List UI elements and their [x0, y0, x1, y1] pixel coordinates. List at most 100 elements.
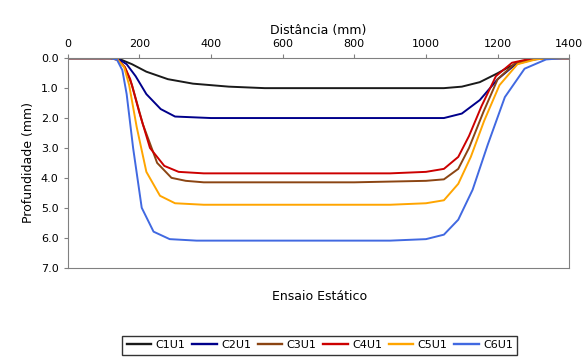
C2U1: [440, 116, 447, 120]
C5U1: [387, 202, 394, 207]
C5U1: [64, 56, 71, 60]
C2U1: [64, 56, 71, 60]
C5U1: [126, 83, 133, 87]
C3U1: [225, 180, 232, 185]
C4U1: [122, 65, 129, 70]
C2U1: [387, 116, 394, 120]
C1U1: [190, 82, 197, 86]
C1U1: [519, 59, 527, 63]
C2U1: [132, 74, 139, 78]
C3U1: [154, 161, 161, 165]
C4U1: [146, 146, 153, 150]
C4U1: [455, 155, 462, 159]
Legend: C1U1, C2U1, C3U1, C4U1, C5U1, C6U1: C1U1, C2U1, C3U1, C4U1, C5U1, C6U1: [122, 336, 518, 355]
C3U1: [279, 180, 286, 185]
C4U1: [127, 77, 134, 82]
C3U1: [423, 179, 430, 183]
C4U1: [136, 110, 143, 114]
Line: C2U1: C2U1: [68, 58, 569, 118]
C6U1: [119, 68, 126, 72]
C3U1: [480, 110, 487, 114]
C2U1: [207, 116, 214, 120]
C1U1: [107, 56, 114, 60]
C3U1: [168, 176, 175, 180]
C1U1: [64, 56, 71, 60]
C3U1: [455, 167, 462, 171]
C3U1: [139, 122, 146, 126]
C1U1: [458, 84, 465, 89]
C3U1: [440, 177, 447, 182]
C5U1: [534, 57, 541, 61]
C6U1: [193, 238, 200, 243]
C3U1: [494, 77, 501, 82]
C2U1: [243, 116, 250, 120]
C1U1: [566, 56, 573, 60]
C2U1: [107, 56, 114, 60]
C2U1: [530, 57, 537, 62]
C4U1: [387, 171, 394, 175]
C6U1: [455, 218, 462, 222]
C5U1: [440, 198, 447, 202]
C6U1: [469, 187, 476, 192]
C5U1: [455, 182, 462, 186]
C2U1: [315, 116, 322, 120]
C5U1: [171, 201, 178, 205]
C6U1: [559, 56, 566, 60]
Line: C3U1: C3U1: [68, 58, 569, 182]
C3U1: [566, 56, 573, 60]
C2U1: [423, 116, 430, 120]
C5U1: [200, 202, 207, 207]
C3U1: [465, 146, 473, 150]
Line: C4U1: C4U1: [68, 58, 569, 173]
C4U1: [423, 170, 430, 174]
C5U1: [496, 83, 503, 87]
C6U1: [150, 229, 157, 234]
C5U1: [120, 65, 127, 70]
C4U1: [64, 56, 71, 60]
C2U1: [476, 98, 483, 102]
C3U1: [122, 65, 129, 70]
C4U1: [527, 57, 534, 61]
C5U1: [114, 58, 122, 62]
C5U1: [133, 125, 140, 129]
C4U1: [243, 171, 250, 175]
C6U1: [423, 237, 430, 241]
C5U1: [467, 155, 474, 159]
C4U1: [508, 60, 515, 65]
C6U1: [243, 238, 250, 243]
C4U1: [200, 171, 207, 175]
C3U1: [351, 180, 358, 185]
C4U1: [175, 170, 182, 174]
C5U1: [107, 56, 114, 60]
C4U1: [544, 56, 551, 60]
C5U1: [157, 194, 164, 198]
C4U1: [492, 74, 500, 78]
C1U1: [440, 86, 447, 90]
C4U1: [566, 56, 573, 60]
C6U1: [521, 67, 528, 71]
C1U1: [129, 62, 136, 66]
C2U1: [157, 107, 164, 111]
C2U1: [566, 56, 573, 60]
C2U1: [458, 111, 465, 116]
C6U1: [138, 206, 145, 210]
C4U1: [478, 104, 485, 108]
C2U1: [123, 62, 130, 66]
C6U1: [123, 92, 130, 96]
C2U1: [143, 92, 150, 96]
C1U1: [505, 65, 512, 70]
C4U1: [107, 56, 114, 60]
C4U1: [465, 134, 473, 138]
C4U1: [161, 164, 168, 168]
C4U1: [315, 171, 322, 175]
C1U1: [297, 86, 304, 90]
C5U1: [423, 201, 430, 205]
C1U1: [333, 86, 340, 90]
C5U1: [243, 202, 250, 207]
C4U1: [440, 167, 447, 171]
C2U1: [171, 114, 178, 119]
C1U1: [143, 70, 150, 74]
C3U1: [64, 56, 71, 60]
C6U1: [387, 238, 394, 243]
C3U1: [512, 60, 519, 65]
